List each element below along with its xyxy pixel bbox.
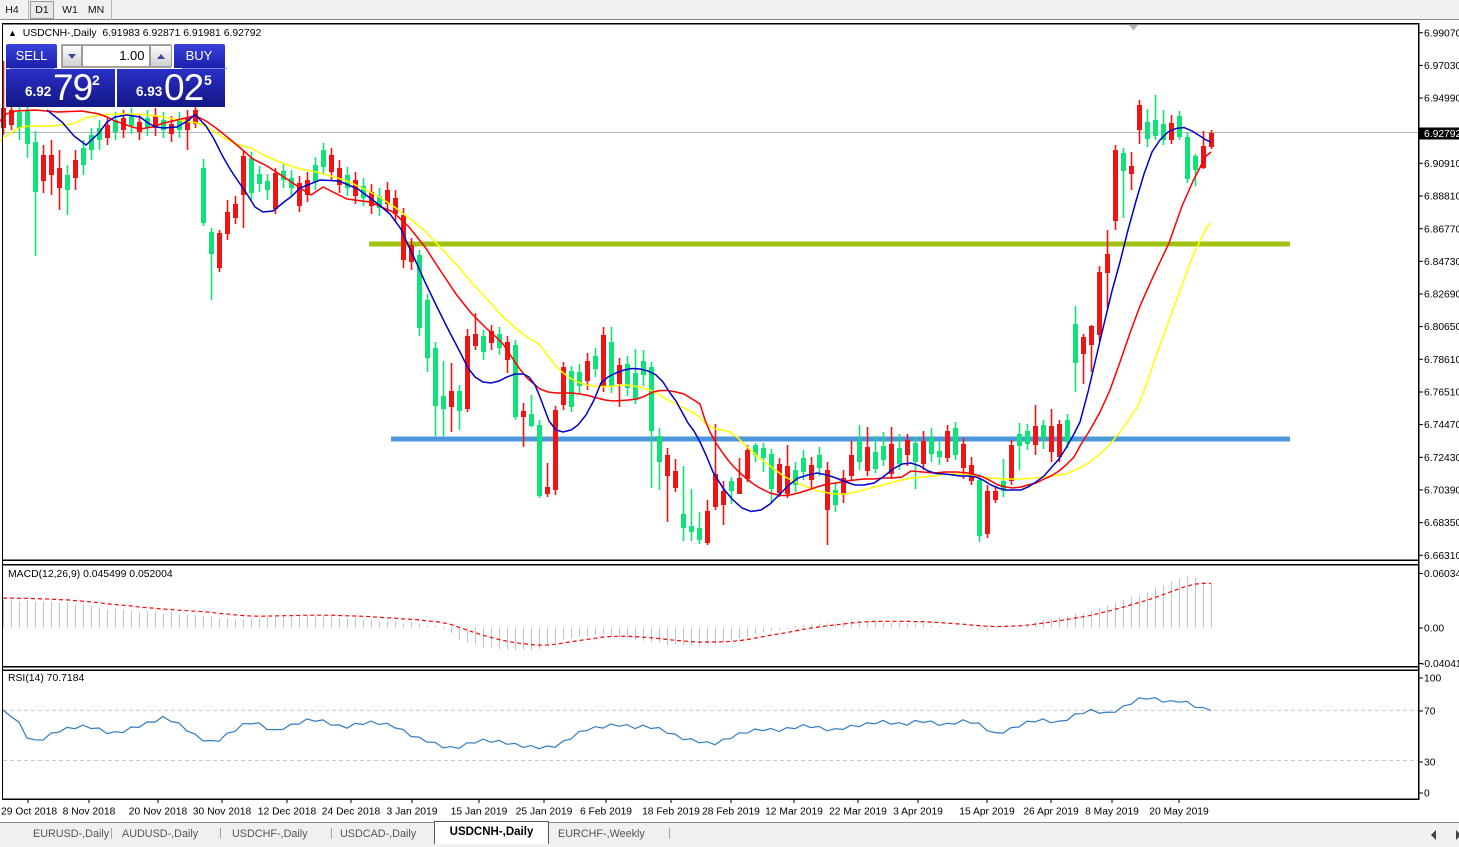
svg-text:20 Nov 2018: 20 Nov 2018 <box>129 807 188 818</box>
svg-text:30 Nov 2018: 30 Nov 2018 <box>193 807 252 818</box>
svg-text:29 Oct 2018: 29 Oct 2018 <box>1 807 57 818</box>
svg-text:12 Mar 2019: 12 Mar 2019 <box>765 807 823 818</box>
svg-text:70: 70 <box>1424 707 1436 718</box>
svg-text:6.82690: 6.82690 <box>1424 290 1459 301</box>
svg-text:6.84730: 6.84730 <box>1424 257 1459 268</box>
svg-text:6.70390: 6.70390 <box>1424 486 1459 497</box>
svg-text:8 Nov 2018: 8 Nov 2018 <box>63 807 116 818</box>
svg-text:0: 0 <box>1424 789 1430 800</box>
svg-text:30: 30 <box>1424 758 1436 769</box>
svg-text:12 Dec 2018: 12 Dec 2018 <box>258 807 317 818</box>
svg-text:8 May 2019: 8 May 2019 <box>1085 807 1139 818</box>
svg-text:28 Feb 2019: 28 Feb 2019 <box>702 807 760 818</box>
svg-text:6.68350: 6.68350 <box>1424 518 1459 529</box>
svg-text:6.99070: 6.99070 <box>1424 28 1459 39</box>
svg-text:6.90910: 6.90910 <box>1424 159 1459 170</box>
svg-text:15 Apr 2019: 15 Apr 2019 <box>959 807 1015 818</box>
svg-text:6.92792: 6.92792 <box>1424 129 1459 140</box>
svg-text:6.86770: 6.86770 <box>1424 224 1459 235</box>
svg-text:24 Dec 2018: 24 Dec 2018 <box>322 807 381 818</box>
svg-text:100: 100 <box>1424 674 1441 685</box>
svg-text:0.00: 0.00 <box>1424 624 1444 635</box>
svg-text:6.97030: 6.97030 <box>1424 61 1459 72</box>
svg-text:6.74470: 6.74470 <box>1424 420 1459 431</box>
svg-text:-0.04041: -0.04041 <box>1421 659 1459 670</box>
svg-text:6.66310: 6.66310 <box>1424 551 1459 562</box>
svg-text:25 Jan 2019: 25 Jan 2019 <box>516 807 573 818</box>
svg-text:20 May 2019: 20 May 2019 <box>1149 807 1209 818</box>
svg-text:6 Feb 2019: 6 Feb 2019 <box>580 807 632 818</box>
svg-text:6.72430: 6.72430 <box>1424 453 1459 464</box>
svg-text:6.88810: 6.88810 <box>1424 192 1459 203</box>
svg-text:6.76510: 6.76510 <box>1424 388 1459 399</box>
svg-text:6.80650: 6.80650 <box>1424 322 1459 333</box>
svg-text:26 Apr 2019: 26 Apr 2019 <box>1023 807 1079 818</box>
svg-text:6.78610: 6.78610 <box>1424 355 1459 366</box>
svg-text:22 Mar 2019: 22 Mar 2019 <box>829 807 887 818</box>
svg-text:0.060342: 0.060342 <box>1424 569 1459 580</box>
svg-text:3 Jan 2019: 3 Jan 2019 <box>387 807 438 818</box>
svg-text:15 Jan 2019: 15 Jan 2019 <box>451 807 508 818</box>
svg-text:18 Feb 2019: 18 Feb 2019 <box>642 807 700 818</box>
svg-text:3 Apr 2019: 3 Apr 2019 <box>893 807 943 818</box>
svg-text:6.94990: 6.94990 <box>1424 94 1459 105</box>
